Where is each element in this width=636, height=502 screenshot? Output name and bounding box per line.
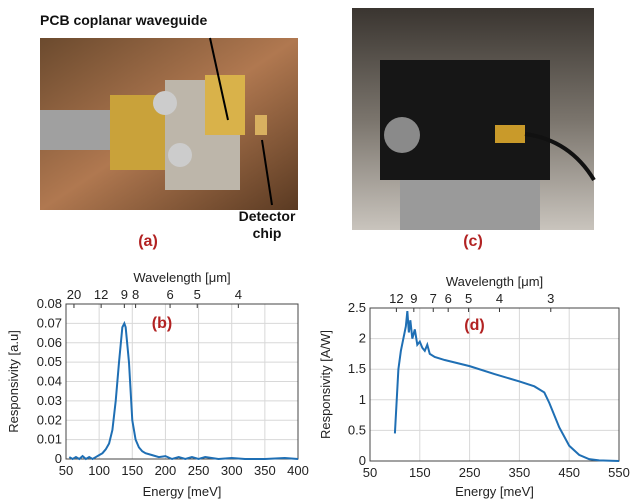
y-tick-label: 1 xyxy=(359,392,366,407)
x-tick-label: 400 xyxy=(287,463,309,478)
x2-tick-label: 12 xyxy=(94,287,108,302)
y-tick-label: 0 xyxy=(359,453,366,468)
x-tick-label: 350 xyxy=(509,465,531,480)
y-tick-label: 2 xyxy=(359,331,366,346)
x2-axis-label: Wavelength [μm] xyxy=(446,274,543,289)
photo-a xyxy=(40,37,298,210)
x2-tick-label: 8 xyxy=(132,287,139,302)
x-tick-label: 450 xyxy=(558,465,580,480)
x-tick-label: 100 xyxy=(88,463,110,478)
y-tick-label: 0.05 xyxy=(37,354,62,369)
panel-label: (a) xyxy=(138,233,158,250)
y-tick-label: 0 xyxy=(55,451,62,466)
y-tick-label: 0.02 xyxy=(37,412,62,427)
panel-label: (c) xyxy=(463,233,483,250)
x-tick-label: 150 xyxy=(409,465,431,480)
data-line xyxy=(393,310,620,462)
y-axis-label: Responsivity [a.u] xyxy=(6,330,21,433)
x-tick-label: 550 xyxy=(608,465,630,480)
annotation: Detector chip xyxy=(238,208,296,241)
x2-tick-label: 5 xyxy=(194,287,201,302)
panel-label: (d) xyxy=(464,317,484,334)
x-tick-label: 150 xyxy=(121,463,143,478)
y-tick-label: 0.01 xyxy=(37,432,62,447)
y-tick-label: 0.04 xyxy=(37,374,62,389)
plot-frame xyxy=(369,307,620,462)
y-tick-label: 0.03 xyxy=(37,393,62,408)
x2-tick-label: 5 xyxy=(465,291,472,306)
x2-tick-label: 9 xyxy=(121,287,128,302)
y-axis-label: Responsivity [A/W] xyxy=(318,330,333,439)
x2-tick-label: 6 xyxy=(445,291,452,306)
data-line xyxy=(68,320,299,461)
x-tick-label: 50 xyxy=(59,463,73,478)
x-tick-label: 50 xyxy=(363,465,377,480)
x2-axis-label: Wavelength [μm] xyxy=(133,270,230,285)
x2-tick-label: 4 xyxy=(496,291,503,306)
y-tick-label: 1.5 xyxy=(348,361,366,376)
x-tick-label: 200 xyxy=(155,463,177,478)
annotation: PCB coplanar waveguide xyxy=(40,12,208,28)
x-tick-label: 350 xyxy=(254,463,276,478)
x2-tick-label: 20 xyxy=(67,287,81,302)
y-tick-label: 0.07 xyxy=(37,315,62,330)
y-tick-label: 0.06 xyxy=(37,335,62,350)
x2-tick-label: 7 xyxy=(430,291,437,306)
y-tick-label: 0.08 xyxy=(37,296,62,311)
x2-tick-label: 9 xyxy=(410,291,417,306)
x2-tick-label: 6 xyxy=(166,287,173,302)
x2-tick-label: 3 xyxy=(547,291,554,306)
x2-tick-label: 4 xyxy=(235,287,242,302)
x-axis-label: Energy [meV] xyxy=(455,484,534,499)
y-tick-label: 2.5 xyxy=(348,300,366,315)
x-tick-label: 250 xyxy=(459,465,481,480)
panel-label: (b) xyxy=(152,315,172,332)
y-tick-label: 0.5 xyxy=(348,422,366,437)
x2-tick-label: 12 xyxy=(389,291,403,306)
x-axis-label: Energy [meV] xyxy=(143,484,222,499)
x-tick-label: 250 xyxy=(188,463,210,478)
x-tick-label: 300 xyxy=(221,463,243,478)
photo-c xyxy=(352,8,596,230)
